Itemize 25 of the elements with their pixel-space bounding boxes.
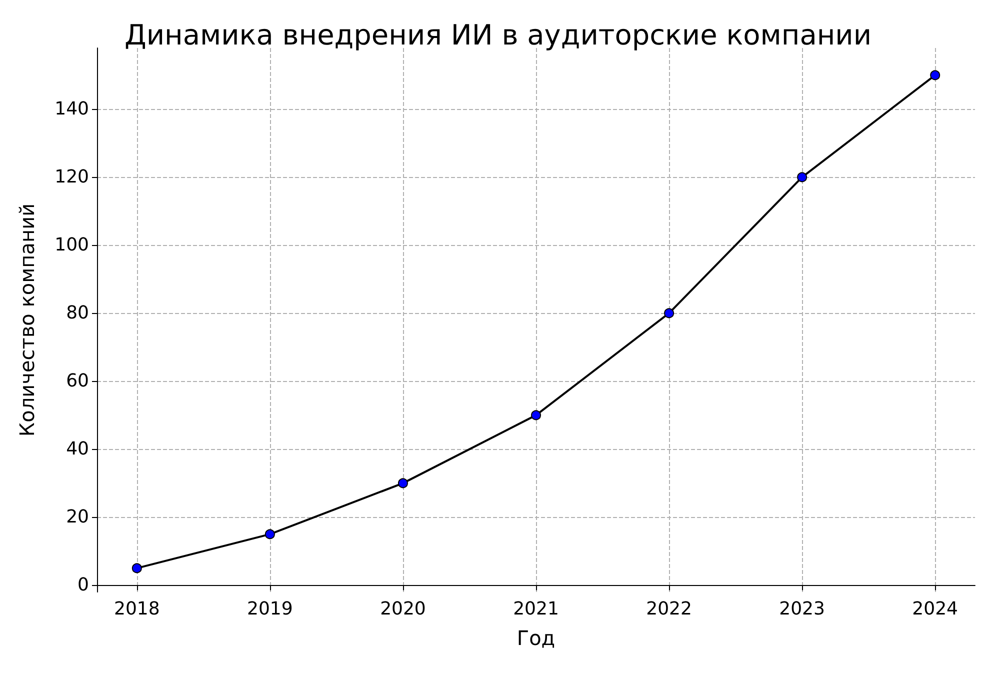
x-tick-label: 2018 xyxy=(114,598,160,620)
y-axis-title: Количество компаний xyxy=(15,203,39,437)
point xyxy=(398,478,408,488)
y-tick-label: 100 xyxy=(54,234,89,256)
x-tick-label: 2022 xyxy=(646,598,692,620)
point xyxy=(930,70,940,80)
x-axis-title: Год xyxy=(516,626,556,650)
y-tick-label: 20 xyxy=(66,506,89,528)
chart-title: Динамика внедрения ИИ в аудиторские компании xyxy=(124,18,872,52)
point xyxy=(797,172,808,182)
x-tick-label: 2020 xyxy=(380,598,426,620)
point xyxy=(531,410,541,420)
y-tick-label: 120 xyxy=(54,166,89,188)
y-tick-label: 140 xyxy=(54,98,89,120)
x-tick-label: 2024 xyxy=(912,598,958,620)
x-tick-label: 2019 xyxy=(247,598,293,620)
y-tick-label: 60 xyxy=(66,370,89,392)
point xyxy=(132,563,142,574)
y-tick-label: 80 xyxy=(66,302,89,324)
point xyxy=(664,308,674,318)
y-tick-label: 0 xyxy=(78,574,89,596)
x-tick-label: 2021 xyxy=(513,598,559,620)
y-tick-label: 40 xyxy=(66,438,89,460)
x-tick-label: 2023 xyxy=(779,598,825,620)
point xyxy=(264,529,275,540)
